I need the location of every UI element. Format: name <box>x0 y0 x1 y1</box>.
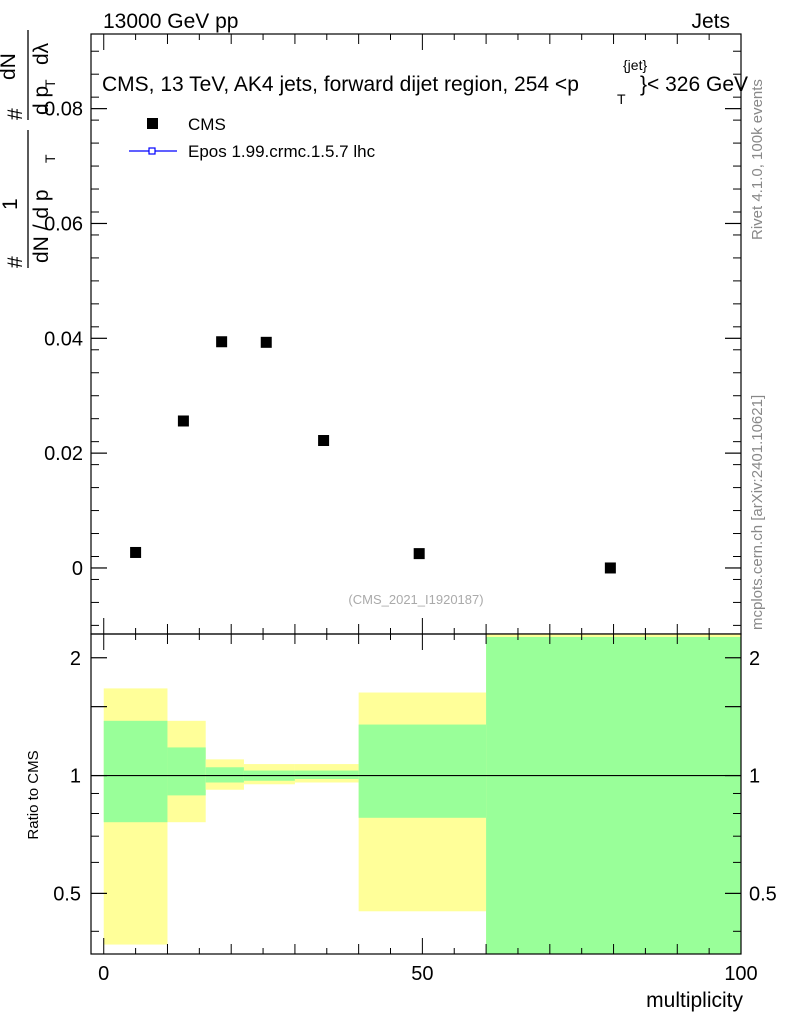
y-label-den2-dp: d p <box>30 86 53 115</box>
ratio-y-tick-label: 2 <box>70 648 81 670</box>
header-left: 13000 GeV pp <box>103 10 238 33</box>
main-y-tick-label: 0.08 <box>44 99 83 121</box>
x-tick-label: 50 <box>411 963 433 985</box>
x-axis-label: multiplicity <box>646 989 743 1012</box>
cms-data-point <box>177 415 189 427</box>
y-label-num2-n: N <box>0 53 20 68</box>
x-tick-label: 0 <box>98 963 109 985</box>
cms-data-point <box>413 548 425 560</box>
ratio-y-tick-label: 0.5 <box>53 883 81 905</box>
legend-marker-cms <box>147 118 158 129</box>
cms-data-point <box>318 435 330 447</box>
ratio-uncertainty-bands <box>103 634 741 954</box>
y-label-den2-sub: T <box>42 79 58 88</box>
x-tick-labels: 0 50 100 <box>98 963 758 985</box>
side-mcplots-text: mcplots.cern.ch [arXiv:2401.10621] <box>749 395 766 630</box>
main-title-text: CMS, 13 TeV, AK4 jets, forward dijet reg… <box>102 73 579 96</box>
svg-text:dN / d p: dN / d p <box>30 189 53 263</box>
legend-label-cms: CMS <box>188 115 226 134</box>
ratio-y-tick-label-right: 0.5 <box>749 883 777 905</box>
ratio-axis-ticks <box>91 634 742 954</box>
y-label-frac-num: 1 <box>0 198 22 210</box>
ratio-y-tick-label: 1 <box>70 766 81 788</box>
main-y-tick-label: 0 <box>72 558 83 580</box>
main-y-tick-label: 0.04 <box>44 328 83 350</box>
main-title: CMS, 13 TeV, AK4 jets, forward dijet reg… <box>102 57 748 107</box>
cms-data-point <box>130 546 142 558</box>
svg-text:CMS, 13 TeV, AK4 jets, forward: CMS, 13 TeV, AK4 jets, forward dijet reg… <box>102 73 579 96</box>
main-axis-ticks <box>91 34 742 634</box>
y-label-den-d: d <box>30 251 53 263</box>
main-title-sup: {jet} <box>623 57 647 73</box>
side-rivet-text: Rivet 4.1.0, 100k events <box>749 79 766 240</box>
ratio-green-band <box>103 720 168 823</box>
cms-data-point <box>604 562 616 574</box>
ratio-y-tick-label-right: 1 <box>749 766 760 788</box>
ratio-green-band <box>294 770 359 779</box>
y-label-sup: 2 <box>0 63 3 70</box>
y-label-hash-2: # <box>4 108 27 120</box>
main-title-end: }< 326 GeV <box>640 73 748 96</box>
ratio-green-band <box>205 767 244 783</box>
main-y-tick-label: 0.06 <box>44 213 83 235</box>
ratio-y-tick-labels: 0.5 0.5 1 1 2 2 <box>53 648 777 906</box>
main-y-tick-labels: 0 0.02 0.04 0.06 0.08 <box>44 99 83 580</box>
y-label-den-sub: T <box>42 154 58 163</box>
legend: CMS Epos 1.99.crmc.1.5.7 lhc <box>129 115 376 161</box>
header-right: Jets <box>691 10 730 33</box>
x-tick-label: 100 <box>724 963 757 985</box>
ratio-panel-frame <box>90 633 742 955</box>
cms-data-point <box>260 336 272 348</box>
ratio-green-band <box>358 724 487 818</box>
cms-data-point <box>216 336 228 348</box>
ratio-green-band <box>486 636 741 954</box>
ratio-y-label: Ratio to CMS <box>25 750 42 839</box>
ratio-y-tick-label-right: 2 <box>749 648 760 670</box>
svg-text:dN: dN <box>0 53 20 80</box>
legend-label-epos: Epos 1.99.crmc.1.5.7 lhc <box>188 142 376 161</box>
y-label-hash-1: # <box>4 256 27 268</box>
analysis-watermark: (CMS_2021_I1920187) <box>348 592 483 607</box>
main-data-points <box>130 336 616 574</box>
main-title-sub: T <box>617 91 626 107</box>
legend-marker-epos <box>148 147 156 155</box>
y-label-num2-d: d <box>0 68 20 80</box>
y-label-den2-lambda: dλ <box>30 42 53 65</box>
main-y-tick-label: 0.02 <box>44 443 83 465</box>
ratio-green-band <box>167 747 206 796</box>
main-y-label: # 1 dN / d p T # dN 2 d p T dλ <box>0 30 58 268</box>
y-label-den-mid: / d p <box>30 189 53 236</box>
y-label-den-n: N <box>30 236 53 251</box>
